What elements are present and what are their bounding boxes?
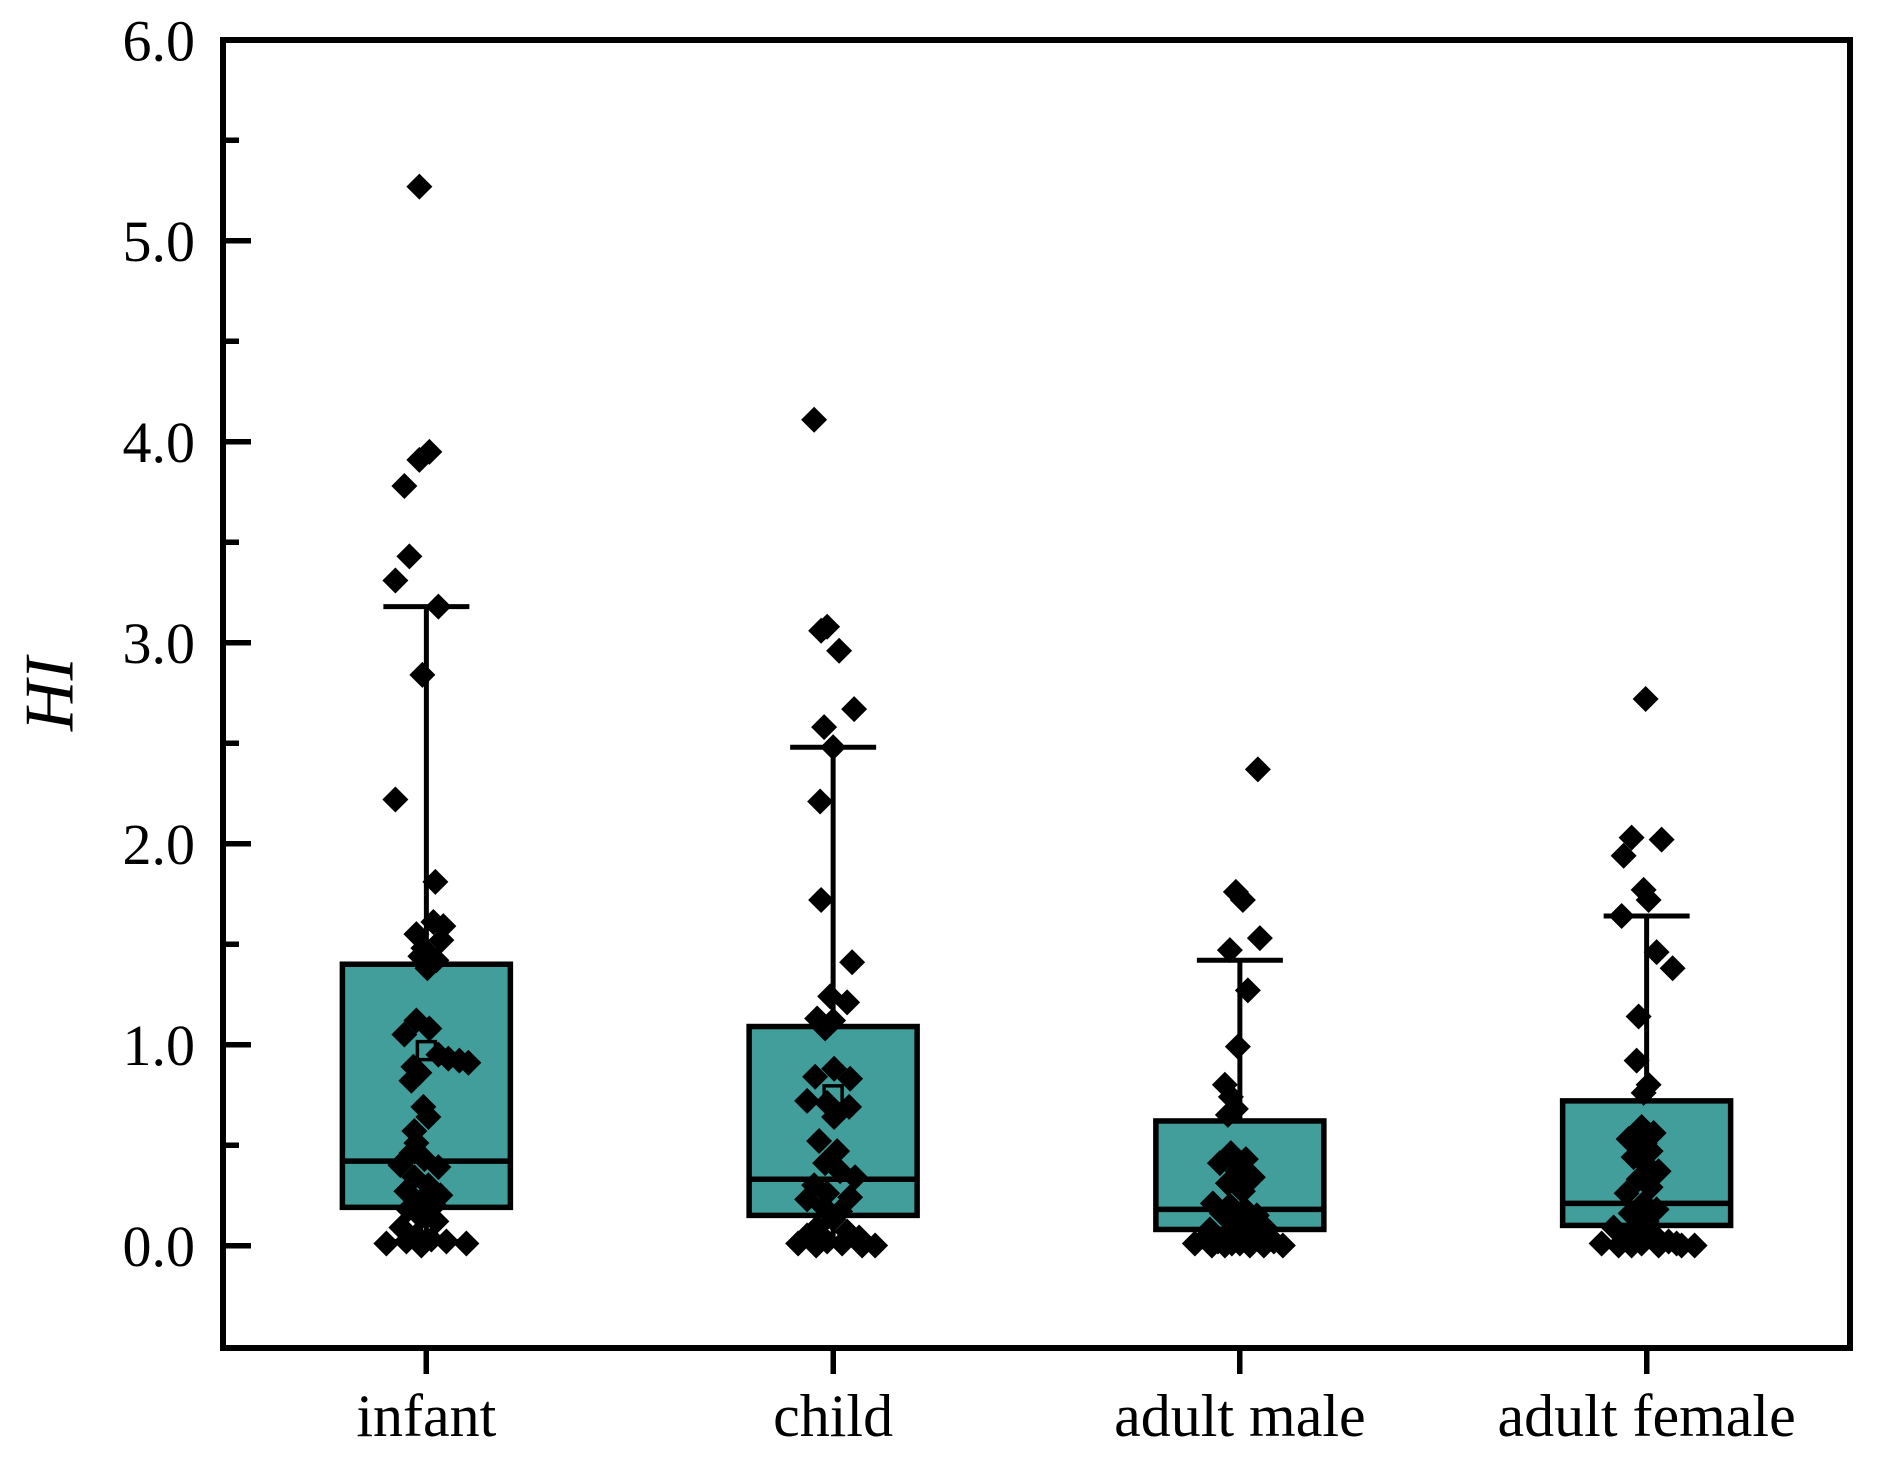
boxes-layer (339, 604, 1734, 1247)
scatter-point-adult-female (1643, 939, 1670, 966)
scatter-point-child (804, 1005, 831, 1032)
scatter-point-child (806, 1128, 833, 1155)
scatter-point-child (842, 1164, 869, 1191)
scatter-point-child (837, 1065, 864, 1092)
scatter-point-child (821, 1055, 848, 1082)
scatter-point-infant (406, 173, 433, 200)
y-tick-label: 5.0 (123, 209, 196, 274)
scatter-point-adult-female (1645, 1232, 1672, 1259)
scatter-point-adult-female (1681, 1232, 1708, 1259)
scatter-point-child (841, 696, 868, 723)
scatter-point-adult-male (1246, 925, 1273, 952)
scatter-point-adult-female (1625, 1003, 1652, 1030)
scatter-point-adult-female (1610, 842, 1637, 869)
scatter-point-child (862, 1232, 889, 1259)
scatter-point-adult-female (1613, 1180, 1640, 1207)
scatter-point-adult-male (1214, 1101, 1241, 1128)
scatter-point-child (794, 1087, 821, 1114)
scatter-point-adult-male (1244, 756, 1271, 783)
scatter-point-adult-male (1229, 1178, 1256, 1205)
scatter-point-adult-female (1635, 886, 1662, 913)
scatter-point-adult-female (1623, 1047, 1650, 1074)
scatter-point-adult-female (1632, 686, 1659, 713)
scatter-point-infant (408, 1232, 435, 1259)
scatter-point-adult-male (1229, 886, 1256, 913)
scatter-point-adult-female (1659, 955, 1686, 982)
scatter-point-adult-male (1236, 1232, 1263, 1259)
scatter-point-infant (425, 593, 452, 620)
scatter-point-adult-male (1250, 1232, 1277, 1259)
x-category-label: adult female (1498, 1383, 1796, 1449)
scatter-point-child (829, 1230, 856, 1257)
scatter-point-adult-male (1234, 977, 1261, 1004)
x-category-label: infant (356, 1383, 496, 1449)
y-tick-label: 4.0 (123, 410, 196, 475)
scatter-point-infant (422, 868, 449, 895)
plot-frame (220, 37, 1853, 1351)
scatter-point-child (808, 617, 835, 644)
scatter-point-infant (391, 1021, 418, 1048)
scatter-point-infant (387, 1152, 414, 1179)
scatter-point-infant (428, 927, 455, 954)
axes-layer: 0.0 1.0 2.0 3.0 4.0 5.0 6.0 infant child adult ma… (123, 8, 1796, 1449)
scatter-point-child (785, 1230, 812, 1257)
scatter-point-infant (433, 1228, 460, 1255)
y-tick-label: 3.0 (123, 611, 196, 676)
scatter-point-child (834, 989, 861, 1016)
scatter-point-adult-male (1269, 1232, 1296, 1259)
scatter-point-child (820, 734, 847, 761)
scatter-point-adult-female (1618, 1232, 1645, 1259)
scatter-point-infant (455, 1049, 482, 1076)
scatter-point-infant (423, 1208, 450, 1235)
scatter-point-child (808, 886, 835, 913)
scatter-point-child (803, 1232, 830, 1259)
scatter-point-child (807, 788, 834, 815)
scatter-point-child (811, 714, 838, 741)
x-category-label: child (773, 1383, 893, 1449)
scatter-point-infant (391, 473, 418, 500)
scatter-point-child (802, 1063, 829, 1090)
scatter-point-adult-female (1630, 1079, 1657, 1106)
y-tick-label: 0.0 (123, 1214, 196, 1279)
scatter-point-child (801, 406, 828, 433)
scatter-point-adult-female (1618, 824, 1645, 851)
y-tick-label: 6.0 (123, 8, 196, 73)
scatter-point-adult-female (1588, 1230, 1615, 1257)
scatter-point-child (812, 1015, 839, 1042)
scatter-point-infant (406, 446, 433, 473)
plot-frame-layer (220, 37, 1853, 1351)
scatter-point-infant (453, 1230, 480, 1257)
y-tick-label: 2.0 (123, 812, 196, 877)
scatter-point-infant (415, 1103, 442, 1130)
scatter-point-infant (396, 543, 423, 570)
scatter-point-adult-male (1206, 1150, 1233, 1177)
scatter-point-infant (409, 661, 436, 688)
scatter-point-infant (373, 1230, 400, 1257)
scatter-point-adult-male (1181, 1230, 1208, 1257)
scatter-point-infant (416, 1015, 443, 1042)
scatter-point-adult-male (1216, 937, 1243, 964)
scatter-point-infant (382, 567, 409, 594)
scatter-layer (373, 173, 1708, 1259)
scatter-point-infant (425, 1154, 452, 1181)
box-infant (339, 961, 514, 1211)
scatter-point-child (826, 637, 853, 664)
y-axis-title: HI (12, 653, 89, 732)
scatter-point-adult-male (1224, 1033, 1251, 1060)
scatter-point-adult-female (1608, 903, 1635, 930)
scatter-point-infant (382, 786, 409, 813)
scatter-point-infant (414, 955, 441, 982)
scatter-point-infant (398, 1067, 425, 1094)
scatter-point-child (821, 1103, 848, 1130)
x-category-label: adult male (1114, 1383, 1366, 1449)
scatter-point-child (839, 949, 866, 976)
scatter-point-adult-male (1211, 1232, 1238, 1259)
scatter-point-adult-female (1648, 826, 1675, 853)
y-tick-label: 1.0 (123, 1013, 196, 1078)
